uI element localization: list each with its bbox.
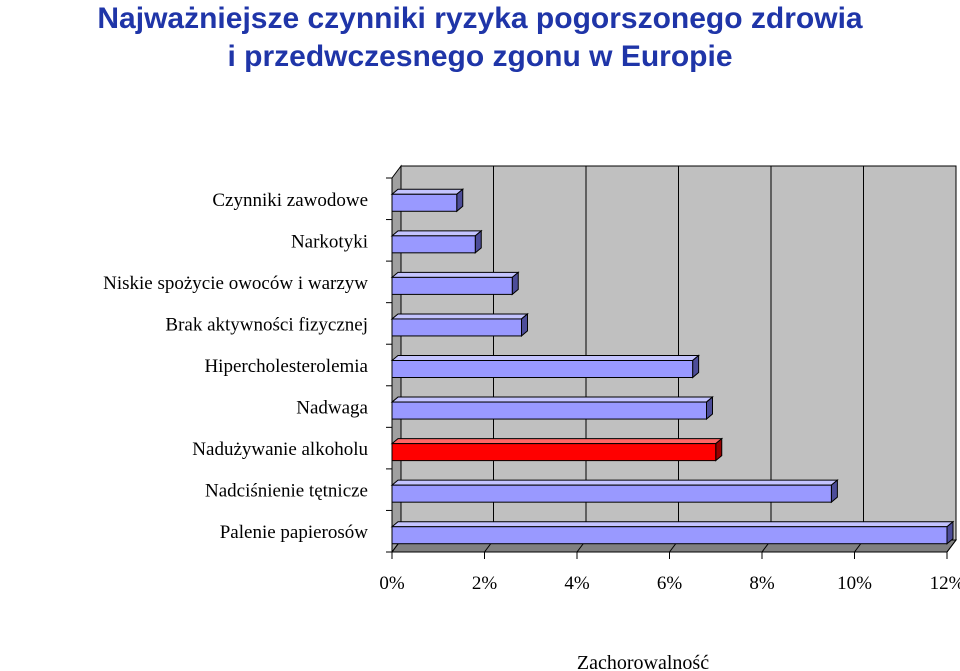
category-label: Nadwaga [296, 398, 368, 419]
category-label: Hipercholesterolemia [204, 356, 368, 377]
category-label: Niskie spożycie owoców i warzyw [103, 273, 368, 294]
bar-top-face [390, 188, 465, 195]
category-label: Czynniki zawodowe [212, 190, 368, 211]
x-tick-label: 4% [564, 573, 590, 594]
x-axis-title: Zachorowalność [577, 652, 709, 671]
bar-highlighted [391, 443, 717, 462]
bar-top-face [390, 479, 839, 486]
category-label: Palenie papierosów [220, 522, 369, 543]
floor-gridline [946, 539, 957, 553]
bar [391, 193, 458, 212]
bar [391, 526, 948, 545]
category-label: Nadużywanie alkoholu [192, 439, 368, 460]
bar [391, 276, 513, 295]
bar-top-face [390, 230, 483, 237]
category-label: Nadciśnienie tętnicze [205, 481, 368, 502]
x-tick-label: 8% [749, 573, 775, 594]
bar-top-face [390, 313, 529, 320]
bar [391, 235, 476, 254]
category-label: Narkotyki [291, 231, 368, 252]
x-tick-label: 12% [930, 573, 960, 594]
bar-top-face [390, 355, 701, 361]
bar [391, 360, 694, 378]
x-tick-label: 2% [472, 573, 498, 594]
bar [391, 401, 707, 420]
bar-top-face [390, 396, 714, 403]
chart-title: Najważniejsze czynniki ryzyka pogorszone… [0, 0, 960, 76]
bar-top-face [390, 271, 520, 278]
x-tick-label: 0% [379, 573, 405, 594]
bar [391, 318, 522, 337]
chart-title-line1: Najważniejsze czynniki ryzyka pogorszone… [97, 2, 863, 35]
bar [391, 484, 832, 503]
category-label: Brak aktywności fizycznej [165, 314, 368, 335]
x-tick-label: 6% [657, 573, 683, 594]
bar-top-face [390, 438, 724, 445]
bar-top-face [390, 521, 955, 528]
x-tick-label: 10% [837, 573, 872, 594]
chart-title-line2: i przedwczesnego zgonu w Europie [227, 40, 733, 73]
